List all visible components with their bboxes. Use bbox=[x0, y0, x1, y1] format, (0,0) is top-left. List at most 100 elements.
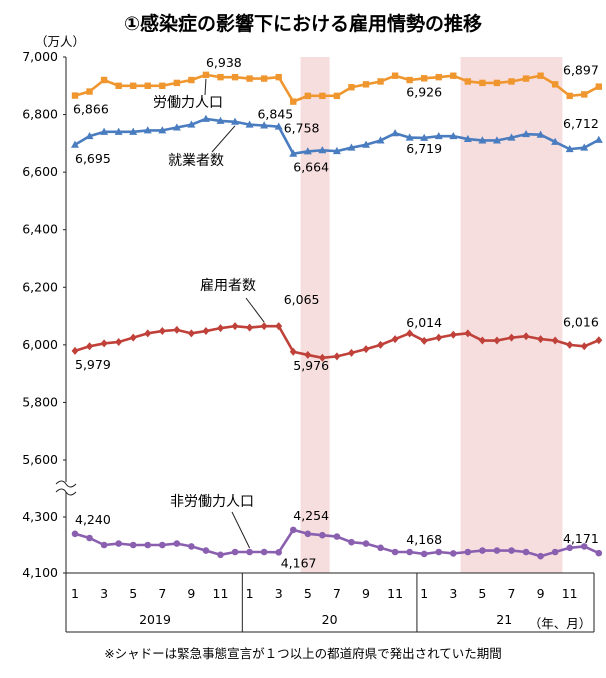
series-name-label: 労働力人口 bbox=[153, 95, 223, 111]
x-tick-label: 9 bbox=[187, 586, 195, 601]
data-point bbox=[86, 342, 94, 351]
data-point bbox=[391, 335, 399, 344]
data-point bbox=[537, 335, 545, 344]
data-point bbox=[289, 347, 297, 356]
x-tick-label: 7 bbox=[158, 586, 166, 601]
data-point bbox=[449, 131, 458, 140]
x-tick-label: 5 bbox=[304, 586, 312, 601]
x-year-label: 2019 bbox=[139, 612, 171, 627]
data-point bbox=[507, 133, 516, 141]
x-tick-label: 1 bbox=[420, 586, 428, 601]
data-point bbox=[493, 336, 501, 345]
data-point bbox=[143, 126, 152, 134]
y-tick-label: 6,200 bbox=[22, 279, 58, 294]
data-point bbox=[172, 123, 181, 131]
data-point bbox=[158, 327, 166, 336]
data-point bbox=[347, 348, 355, 357]
data-label: 4,167 bbox=[281, 555, 317, 570]
data-point bbox=[318, 353, 326, 362]
data-point bbox=[130, 82, 137, 89]
data-point bbox=[187, 120, 196, 128]
x-tick-label: 11 bbox=[387, 586, 403, 601]
data-point bbox=[187, 329, 195, 338]
data-point bbox=[551, 137, 560, 145]
data-point bbox=[580, 143, 589, 151]
data-label: 6,014 bbox=[406, 315, 442, 330]
data-point bbox=[406, 548, 413, 556]
data-point bbox=[449, 330, 457, 339]
data-point bbox=[115, 540, 122, 547]
data-point bbox=[289, 526, 297, 534]
data-point bbox=[492, 136, 501, 144]
data-point bbox=[551, 548, 559, 556]
data-point bbox=[420, 336, 428, 345]
series-leader-line bbox=[211, 125, 236, 153]
data-point bbox=[450, 550, 457, 557]
x-tick-label: 5 bbox=[478, 586, 486, 601]
footnote: ※シャドーは緊急事態宣言が１つ以上の都道府県で発出されていた期間 bbox=[104, 646, 502, 661]
data-point bbox=[581, 91, 588, 98]
series-group bbox=[71, 71, 603, 560]
data-point bbox=[115, 337, 123, 346]
data-point bbox=[333, 92, 341, 100]
data-label: 6,758 bbox=[284, 121, 320, 136]
data-point bbox=[144, 329, 152, 338]
data-point bbox=[217, 324, 224, 333]
data-label: 6,719 bbox=[406, 141, 442, 156]
data-point bbox=[304, 530, 312, 538]
x-tick-label: 7 bbox=[508, 586, 516, 601]
data-label: 6,866 bbox=[73, 102, 109, 117]
data-point bbox=[202, 71, 210, 79]
y-axis-unit: （万人） bbox=[35, 34, 85, 49]
data-point bbox=[86, 88, 93, 95]
data-point bbox=[566, 92, 573, 100]
shaded-period-0 bbox=[300, 57, 330, 573]
data-label: 6,712 bbox=[563, 116, 599, 131]
data-point bbox=[173, 325, 181, 334]
data-label: 4,240 bbox=[75, 512, 111, 527]
data-point bbox=[595, 83, 602, 90]
data-point bbox=[188, 76, 195, 84]
data-point bbox=[231, 322, 239, 331]
data-label: 4,168 bbox=[406, 532, 442, 547]
data-point bbox=[522, 129, 531, 138]
data-point bbox=[71, 530, 79, 538]
data-point bbox=[376, 136, 385, 144]
data-point bbox=[595, 336, 603, 345]
series-leader-line bbox=[245, 297, 265, 323]
data-point bbox=[377, 340, 385, 349]
series-1 bbox=[71, 114, 603, 157]
series-2 bbox=[71, 322, 603, 362]
x-tick-label: 3 bbox=[100, 586, 108, 601]
data-label: 6,664 bbox=[293, 160, 329, 175]
data-point bbox=[231, 73, 239, 81]
shaded-period-1 bbox=[460, 57, 563, 573]
data-point bbox=[275, 548, 283, 556]
data-point bbox=[231, 117, 240, 125]
data-point bbox=[71, 140, 79, 148]
data-point bbox=[522, 332, 530, 341]
data-label: 6,897 bbox=[563, 63, 599, 78]
data-point bbox=[464, 78, 472, 85]
data-point bbox=[434, 131, 443, 140]
data-point bbox=[435, 333, 443, 342]
data-point bbox=[391, 548, 399, 556]
data-point bbox=[332, 146, 341, 155]
data-point bbox=[508, 333, 515, 342]
x-tick-label: 1 bbox=[246, 586, 254, 601]
y-tick-label: 7,000 bbox=[22, 49, 58, 64]
x-tick-label: 5 bbox=[129, 586, 137, 601]
x-tick-label: 9 bbox=[362, 586, 370, 601]
x-tick-label: 3 bbox=[275, 586, 283, 601]
data-labels: 6,866 6,938 6,845 6,926 6,897 6,695 6,758 6,664… bbox=[73, 55, 599, 570]
data-point bbox=[303, 147, 312, 155]
data-point bbox=[144, 82, 151, 89]
data-point bbox=[158, 126, 167, 134]
data-label: 6,016 bbox=[563, 314, 599, 329]
data-point bbox=[100, 127, 109, 135]
data-point bbox=[85, 131, 94, 140]
data-point bbox=[405, 133, 414, 141]
data-point bbox=[508, 78, 515, 85]
